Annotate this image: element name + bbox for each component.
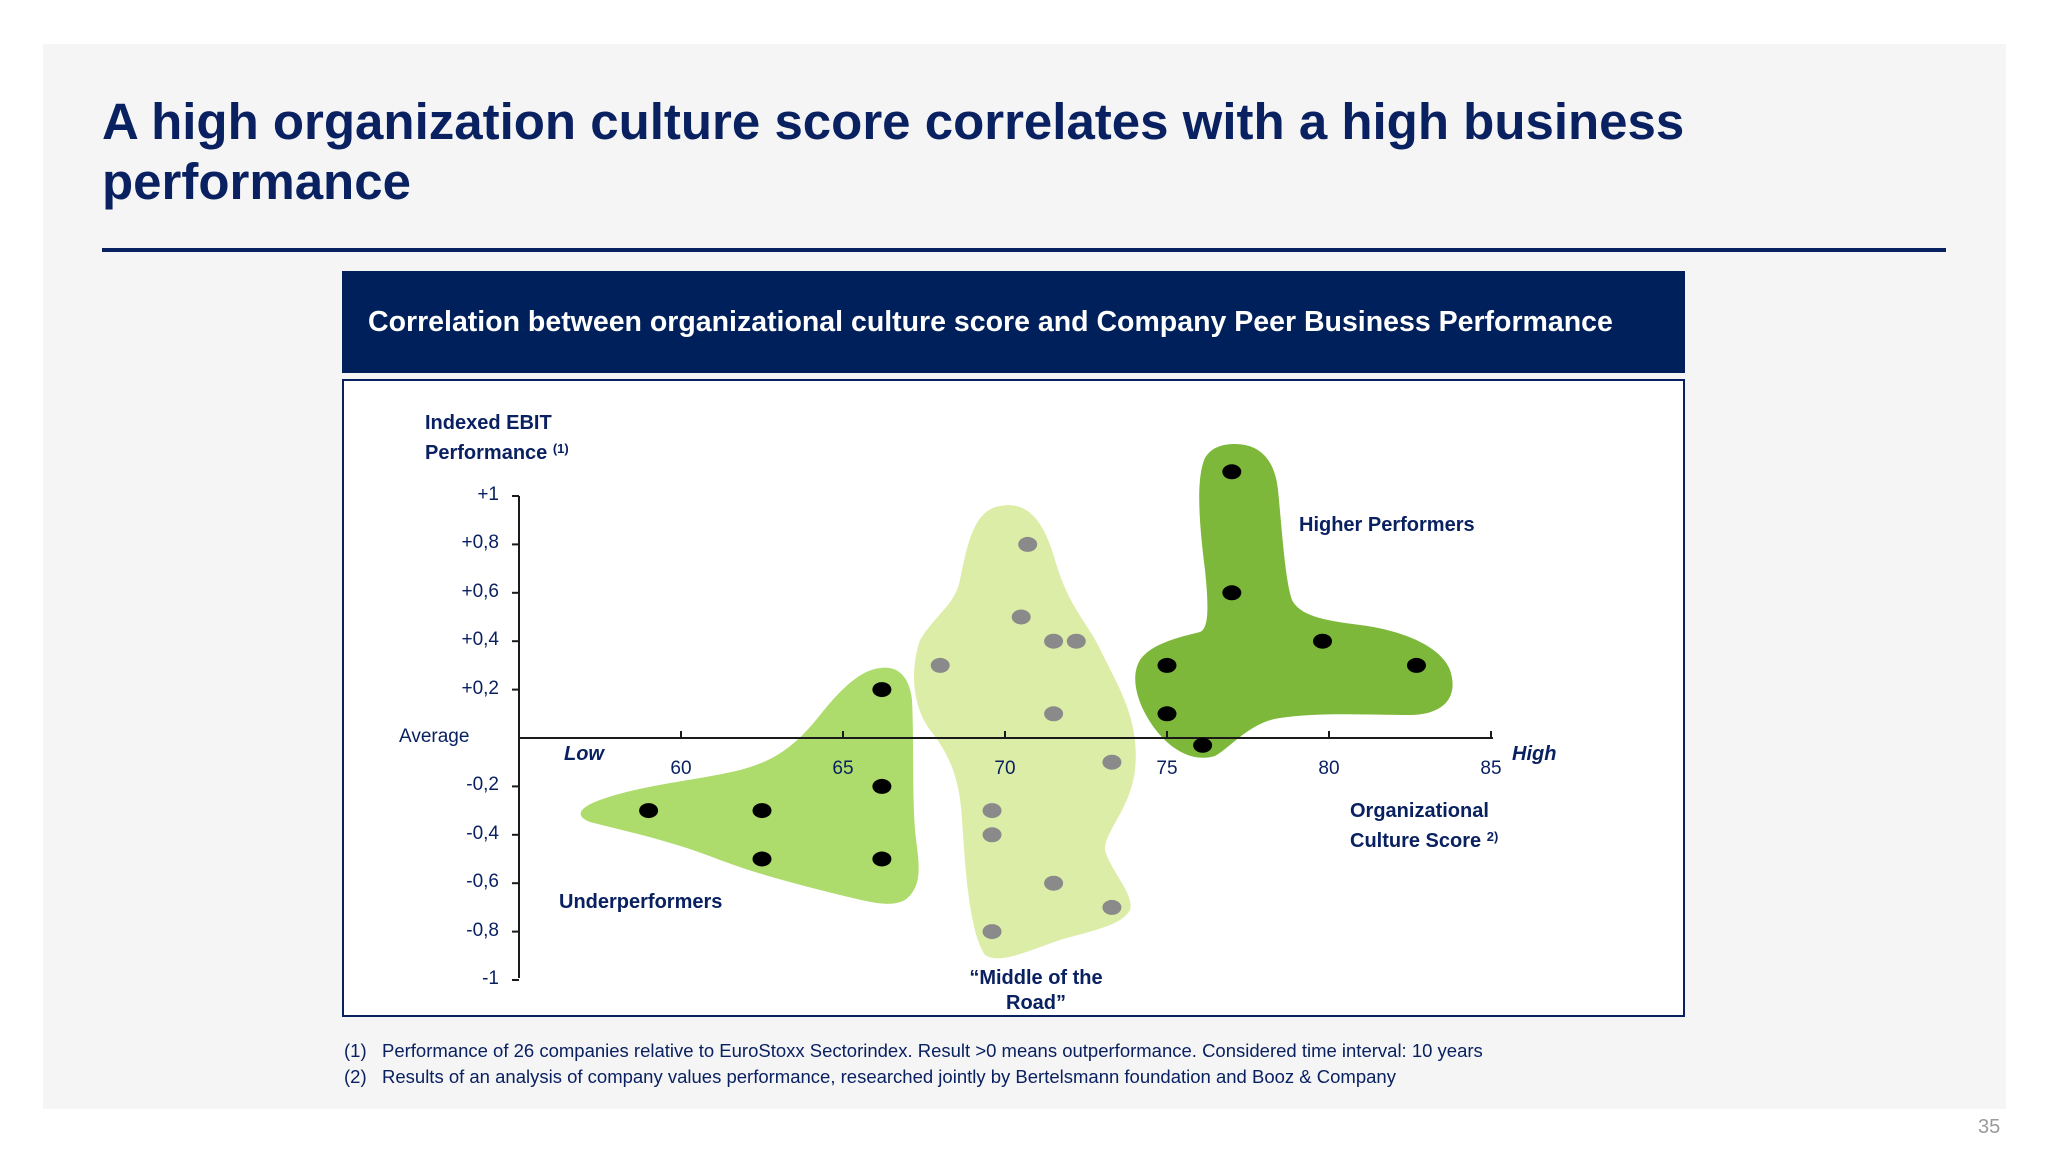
- x-tick-label: 85: [1480, 758, 1502, 779]
- data-point: [1066, 633, 1086, 649]
- data-point: [1193, 737, 1213, 753]
- chart-header: Correlation between organizational cultu…: [342, 271, 1685, 373]
- y-tick-label: +0,6: [461, 580, 499, 602]
- middle-label-line2: Road”: [1006, 992, 1066, 1014]
- data-point: [752, 851, 772, 867]
- y-tick-label: +0,8: [461, 532, 499, 554]
- region-underperformers: [580, 667, 919, 904]
- higher-performers-label: Higher Performers: [1299, 514, 1475, 536]
- data-point: [1157, 657, 1177, 673]
- data-point: [752, 803, 772, 819]
- data-point: [1102, 899, 1122, 915]
- x-tick-label: 80: [1318, 758, 1340, 779]
- footnote-text: Performance of 26 companies relative to …: [382, 1040, 1483, 1061]
- slide-title: A high organization culture score correl…: [102, 93, 1685, 210]
- x-tick-label: 75: [1156, 758, 1178, 779]
- data-point: [982, 803, 1002, 819]
- title-underline: [102, 248, 1946, 252]
- y-tick-label: -0,6: [466, 871, 499, 893]
- y-tick-label: -0,2: [466, 774, 499, 796]
- middle-of-the-road-label: “Middle of the Road”: [936, 966, 1136, 1016]
- x-tick-label: 65: [832, 758, 854, 779]
- x-axis-footnote-ref: 2): [1486, 829, 1499, 844]
- footnote-number: (1): [344, 1040, 367, 1061]
- data-point: [872, 682, 892, 698]
- data-point: [1222, 585, 1242, 601]
- footnote-2: (2) Results of an analysis of company va…: [344, 1064, 1483, 1090]
- y-tick-label: +1: [477, 484, 499, 505]
- axis-ticks: [512, 495, 1492, 981]
- footnote-number: (2): [344, 1066, 367, 1087]
- x-axis-title-line1: Organizational: [1350, 800, 1489, 822]
- underperformers-label: Underperformers: [559, 891, 723, 913]
- x-tick-label: 60: [670, 758, 692, 779]
- middle-label-line1: “Middle of the: [969, 967, 1103, 989]
- data-point: [982, 827, 1002, 843]
- region-higher-performers: [1135, 444, 1453, 758]
- data-point: [930, 657, 950, 673]
- data-point: [1102, 754, 1122, 770]
- x-axis-low-label: Low: [564, 743, 604, 765]
- data-point: [982, 924, 1002, 940]
- data-point: [1406, 657, 1426, 673]
- x-axis-title-line2: Culture Score: [1350, 830, 1482, 852]
- y-axis-title: Indexed EBIT Performance (1): [425, 411, 569, 466]
- data-point: [1044, 875, 1064, 891]
- data-point: [872, 778, 892, 794]
- data-point: [1044, 706, 1064, 722]
- data-point: [1011, 609, 1031, 625]
- data-point: [1157, 706, 1177, 722]
- chart-header-title: Correlation between organizational cultu…: [368, 305, 1613, 338]
- data-point: [872, 851, 892, 867]
- region-middle-of-the-road: [914, 505, 1136, 959]
- y-tick-label: -0,4: [466, 822, 499, 844]
- y-tick-label: -0,8: [466, 919, 499, 941]
- y-tick-label: +0,2: [461, 677, 499, 699]
- x-axis-high-label: High: [1512, 743, 1557, 765]
- x-axis-title: Organizational Culture Score 2): [1350, 799, 1498, 854]
- data-point: [1222, 464, 1242, 480]
- y-tick-label: -1: [482, 968, 499, 989]
- footnote-1: (1) Performance of 26 companies relative…: [344, 1038, 1483, 1064]
- y-tick-label: Average: [399, 726, 470, 747]
- x-tick-label: 70: [994, 758, 1016, 779]
- page-number: 35: [1978, 1116, 2001, 1138]
- y-axis-title-line1: Indexed EBIT: [425, 412, 552, 434]
- data-point: [1018, 536, 1038, 552]
- y-axis-title-line2: Performance: [425, 442, 548, 464]
- data-point: [639, 803, 659, 819]
- data-point: [1044, 633, 1064, 649]
- y-axis-footnote-ref: (1): [552, 441, 569, 456]
- data-points: [639, 464, 1426, 940]
- footnote-text: Results of an analysis of company values…: [382, 1066, 1396, 1087]
- footnotes: (1) Performance of 26 companies relative…: [344, 1038, 1483, 1090]
- y-tick-label: +0,4: [461, 629, 499, 651]
- data-point: [1313, 633, 1333, 649]
